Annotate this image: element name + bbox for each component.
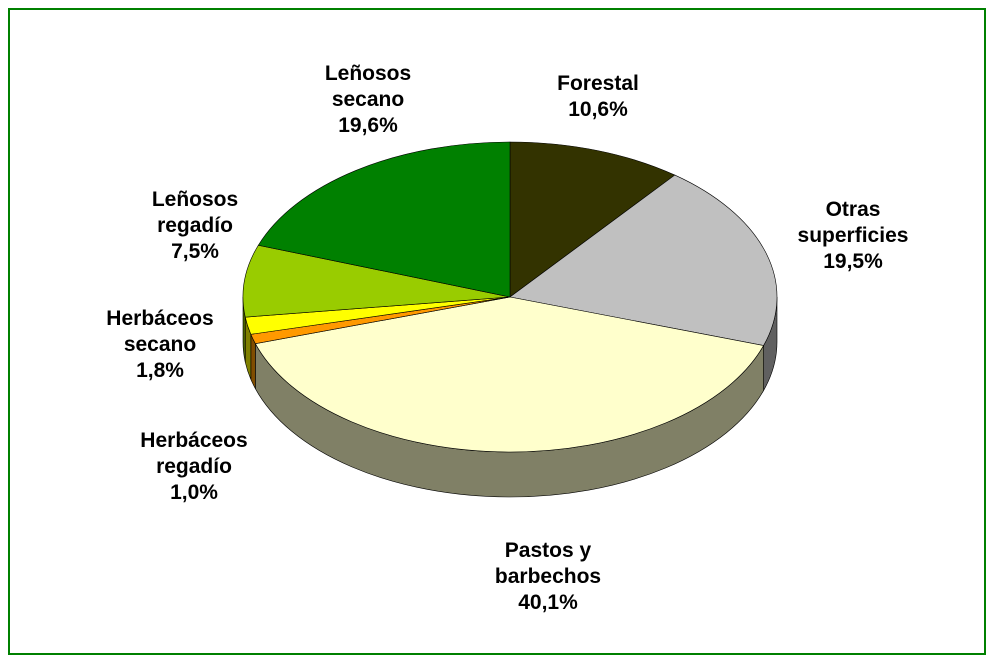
value-label: 10,6% bbox=[568, 98, 628, 121]
slice-sides bbox=[242, 296, 778, 498]
chart-frame bbox=[8, 8, 986, 655]
value-label: 7,5% bbox=[171, 240, 219, 263]
category-label: Leñosos regadío bbox=[151, 188, 239, 237]
value-label: 19,5% bbox=[823, 250, 883, 273]
category-label: Leñosos secano bbox=[324, 62, 412, 111]
value-label: 40,1% bbox=[518, 591, 578, 614]
slice-label: Pastos y barbechos 40,1% bbox=[473, 538, 623, 616]
slice bbox=[509, 141, 676, 298]
slice-label: Forestal 10,6% bbox=[523, 71, 673, 123]
slice-label: Leñosos regadío 7,5% bbox=[120, 187, 270, 265]
slice-label: Herbáceos secano 1,8% bbox=[85, 306, 235, 384]
category-label: Pastos y barbechos bbox=[494, 539, 602, 588]
category-label: Forestal bbox=[557, 72, 639, 95]
slice bbox=[254, 296, 765, 453]
slice-label: Leñosos secano 19,6% bbox=[293, 61, 443, 139]
slice-label: Herbáceos regadío 1,0% bbox=[119, 428, 269, 506]
slice bbox=[242, 244, 511, 318]
category-label: Herbáceos regadío bbox=[140, 429, 248, 478]
category-label: Otras superficies bbox=[797, 198, 909, 247]
slice bbox=[509, 174, 778, 346]
value-label: 1,8% bbox=[136, 359, 184, 382]
value-label: 1,0% bbox=[170, 481, 218, 504]
category-label: Herbáceos secano bbox=[106, 307, 214, 356]
value-label: 19,6% bbox=[338, 114, 398, 137]
slice-label: Otras superficies 19,5% bbox=[778, 197, 928, 275]
slice-tops bbox=[242, 141, 778, 453]
slice bbox=[257, 141, 511, 298]
